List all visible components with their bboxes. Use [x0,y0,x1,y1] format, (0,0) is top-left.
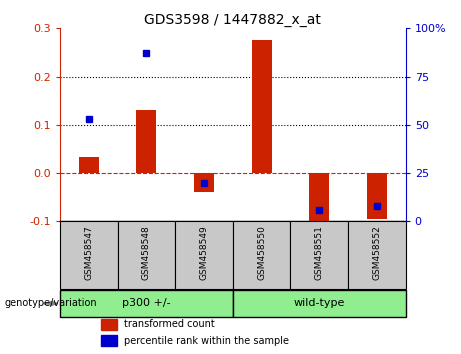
Bar [101,335,117,346]
Bar [101,319,117,330]
Bar [175,221,233,289]
Bar [194,173,214,193]
Bar [367,173,387,219]
Bar [252,40,272,173]
Title: GDS3598 / 1447882_x_at: GDS3598 / 1447882_x_at [144,13,321,27]
Bar [348,221,406,289]
Text: wild-type: wild-type [294,298,345,308]
Text: GSM458552: GSM458552 [372,225,381,280]
Text: percentile rank within the sample: percentile rank within the sample [124,336,289,346]
Text: GSM458549: GSM458549 [200,225,208,280]
Bar [309,173,329,224]
Bar [60,290,233,316]
Bar [118,221,175,289]
Bar [60,221,118,289]
Text: transformed count: transformed count [124,319,215,329]
Text: p300 +/-: p300 +/- [122,298,171,308]
Bar [233,290,406,316]
Text: genotype/variation: genotype/variation [5,298,97,308]
Bar [136,110,156,173]
Text: GSM458548: GSM458548 [142,225,151,280]
Text: GSM458550: GSM458550 [257,225,266,280]
Bar [79,157,99,173]
Text: GSM458551: GSM458551 [315,225,324,280]
Bar [290,221,348,289]
Text: GSM458547: GSM458547 [84,225,93,280]
Bar [233,221,290,289]
